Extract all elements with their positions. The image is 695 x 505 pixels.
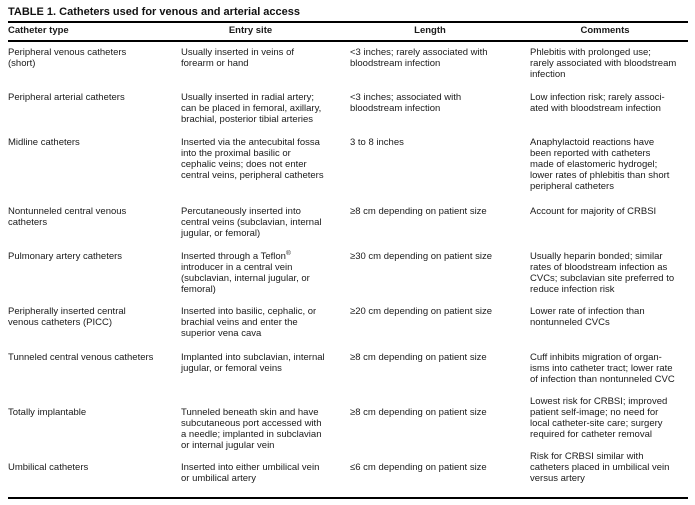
cell-comments: Anaphylactoid reactions have been report… [530, 137, 670, 192]
cell-catheter-type: Midline catheters [8, 137, 80, 148]
column-header-comments: Comments [580, 25, 630, 36]
cell-comments: Account for majority of CRBSI [530, 206, 657, 217]
cell-comments: Low infection risk; rarely associ- ated … [530, 92, 665, 114]
cell-comments: Usually heparin bonded; similar rates of… [530, 251, 675, 295]
cell-comments: Phlebitis with prolonged use; rarely ass… [530, 47, 677, 80]
table-row: Tunneled central venous catheters Implan… [8, 352, 688, 407]
cell-length: ≥30 cm depending on patient size [350, 251, 493, 262]
cell-catheter-type: Umbilical catheters [8, 462, 89, 473]
cell-entry-site: Inserted via the antecubital fossa into … [181, 137, 324, 181]
cell-length: <3 inches; rarely associated with bloods… [350, 47, 488, 69]
cell-catheter-type: Peripheral arterial catheters [8, 92, 125, 103]
table-row: Peripherally inserted central venous cat… [8, 306, 688, 352]
cell-entry-site: Inserted through a Teflon® introducer in… [181, 250, 310, 295]
table-row: Peripheral venous catheters (short) Usua… [8, 47, 688, 92]
cell-catheter-type: Nontunneled central venous catheters [8, 206, 127, 228]
table-row: Umbilical catheters Inserted into either… [8, 451, 688, 497]
cell-length: ≥8 cm depending on patient size [350, 407, 487, 418]
table-body: Peripheral venous catheters (short) Usua… [8, 42, 688, 497]
cell-entry-site: Inserted into basilic, cephalic, or brac… [181, 306, 317, 339]
cell-comments: Cuff inhibits migration of organ- isms i… [530, 352, 675, 385]
cell-entry-site: Inserted into either umbilical vein or u… [181, 462, 320, 484]
cell-catheter-type: Tunneled central venous catheters [8, 352, 154, 363]
column-header-entry-site: Entry site [228, 25, 273, 36]
table-title: TABLE 1. Catheters used for venous and a… [8, 6, 301, 18]
table-row: Pulmonary artery catheters Inserted thro… [8, 250, 688, 306]
table-header-row: Catheter type Entry site Length Comments [8, 25, 688, 38]
cell-comments: Lowest risk for CRBSI; improved patient … [530, 396, 668, 440]
cell-length: ≤6 cm depending on patient size [350, 462, 487, 473]
cell-length: ≥20 cm depending on patient size [350, 306, 493, 317]
table-row: Nontunneled central venous catheters Per… [8, 206, 688, 251]
title-divider [8, 21, 688, 23]
cell-entry-site: Tunneled beneath skin and have subcutane… [181, 407, 322, 451]
cell-catheter-type: Peripherally inserted central venous cat… [8, 306, 126, 328]
column-header-length: Length [414, 25, 446, 36]
table-row: Peripheral arterial catheters Usually in… [8, 92, 688, 137]
cell-entry-site: Implanted into subclavian, internal jugu… [181, 352, 325, 374]
column-header-catheter-type: Catheter type [8, 25, 69, 36]
cell-comments: Risk for CRBSI similar with catheters pl… [530, 451, 670, 484]
cell-entry-site: Usually inserted in veins of forearm or … [181, 47, 294, 69]
table-row: Totally implantable Tunneled beneath ski… [8, 396, 688, 462]
cell-length: ≥8 cm depending on patient size [350, 206, 487, 217]
cell-catheter-type: Pulmonary artery catheters [8, 251, 123, 262]
cell-length: 3 to 8 inches [350, 137, 404, 148]
cell-comments: Lower rate of infection than nontunneled… [530, 306, 645, 328]
bottom-border [8, 497, 688, 499]
cell-length: <3 inches; associated with bloodstream i… [350, 92, 462, 114]
cell-entry-site: Usually inserted in radial artery; can b… [181, 92, 322, 125]
cell-entry-site: Percutaneously inserted into central vei… [181, 206, 322, 239]
cell-catheter-type: Peripheral venous catheters (short) [8, 47, 127, 69]
cell-length: ≥8 cm depending on patient size [350, 352, 487, 363]
cell-catheter-type: Totally implantable [8, 407, 87, 418]
table-row: Midline catheters Inserted via the antec… [8, 137, 688, 206]
header-divider [8, 40, 688, 42]
